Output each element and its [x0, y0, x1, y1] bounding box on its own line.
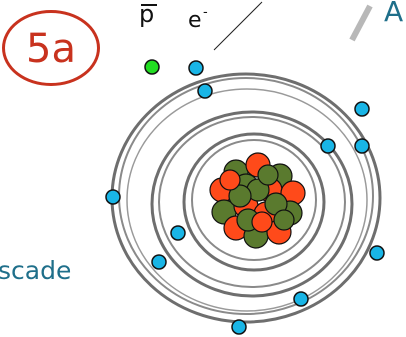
electron [293, 291, 309, 307]
pointer-line [213, 1, 263, 51]
electron [354, 101, 370, 117]
electron [151, 254, 167, 270]
proton-bar-mark [141, 4, 157, 6]
middle-orbit [150, 110, 354, 298]
proton [251, 211, 273, 233]
electron [354, 138, 370, 154]
electron [197, 83, 213, 99]
nucleus [209, 152, 306, 249]
electrons [105, 60, 385, 335]
electron [188, 60, 204, 76]
proton-symbol: p [139, 0, 155, 28]
section-badge: 5a [2, 10, 100, 86]
electron [369, 245, 385, 261]
proton [219, 169, 241, 191]
free-particle-dot [144, 59, 160, 75]
neutron [257, 164, 279, 186]
electron [170, 225, 186, 241]
inner-orbit [182, 132, 326, 272]
neutron [228, 184, 252, 208]
electron [105, 189, 121, 205]
side-word: scade [0, 256, 72, 285]
section-badge-label: 5a [26, 26, 76, 72]
neutron [273, 209, 295, 231]
corner-brush-stroke [349, 4, 373, 42]
corner-letter: A [384, 0, 404, 28]
electron [320, 138, 336, 154]
electron [231, 319, 247, 335]
electron-symbol: e [188, 8, 202, 33]
electron-superscript: - [203, 5, 208, 20]
